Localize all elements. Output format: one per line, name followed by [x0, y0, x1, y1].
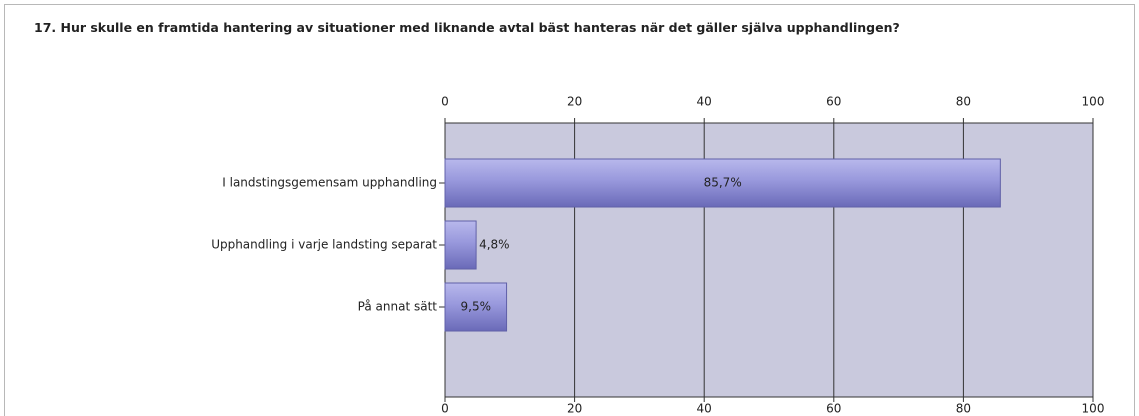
x-tick-label: 100	[1082, 95, 1105, 109]
value-label: 4,8%	[479, 238, 510, 252]
x-tick-label: 60	[826, 402, 841, 416]
bar	[444, 158, 1001, 208]
x-tick-label: 20	[567, 95, 582, 109]
x-tick-label: 60	[826, 95, 841, 109]
x-tick-label: 20	[567, 402, 582, 416]
x-tick-label: 100	[1082, 402, 1105, 416]
value-label: 85,7%	[704, 176, 742, 190]
x-tick-label: 40	[697, 95, 712, 109]
x-tick-label: 80	[956, 402, 971, 416]
value-label: 9,5%	[461, 300, 492, 314]
y-tick-label: Upphandling i varje landsting separat	[211, 238, 437, 252]
bar	[444, 282, 508, 332]
x-tick-label: 40	[697, 402, 712, 416]
x-tick-label: 0	[441, 95, 449, 109]
y-tick-label: På annat sätt	[358, 300, 438, 314]
title-box: 17. Hur skulle en framtida hantering av …	[34, 20, 900, 35]
x-tick-label: 0	[441, 402, 449, 416]
chart-title: 17. Hur skulle en framtida hantering av …	[34, 20, 900, 35]
x-tick-label: 80	[956, 95, 971, 109]
y-tick-label: I landstingsgemensam upphandling	[222, 176, 437, 190]
bar	[444, 220, 477, 270]
